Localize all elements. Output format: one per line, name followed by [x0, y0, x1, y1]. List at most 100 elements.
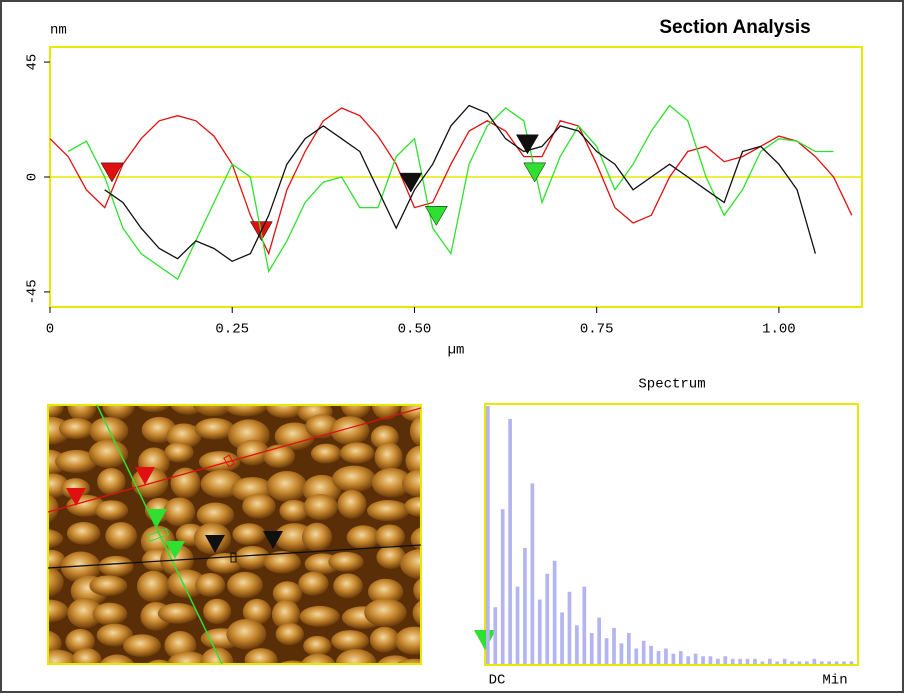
grain: [200, 647, 234, 664]
spectrum-bar: [656, 651, 661, 664]
spectrum-bar: [545, 573, 550, 664]
section-profile: [104, 104, 817, 263]
grain: [88, 439, 129, 469]
grain: [401, 469, 421, 498]
grain: [263, 550, 301, 574]
grain: [105, 522, 138, 550]
grain: [367, 578, 404, 605]
spectrum-bar: [493, 607, 498, 664]
red-section-line: [48, 407, 421, 513]
green-handle: [146, 528, 170, 542]
y-axis-label: nm: [50, 23, 67, 39]
grain: [337, 489, 367, 519]
spectrum-right-label: Min: [822, 673, 847, 689]
grain: [242, 598, 272, 625]
grain: [274, 422, 315, 451]
grain: [224, 405, 268, 417]
grain: [374, 442, 403, 472]
grain: [232, 523, 266, 546]
image-border: [47, 404, 422, 665]
grain: [164, 442, 194, 463]
grain: [346, 525, 380, 550]
grain: [67, 405, 97, 422]
grain: [298, 571, 329, 596]
grain: [335, 649, 377, 664]
afm-image: [47, 404, 422, 665]
grain: [279, 499, 309, 522]
profile-cursor: [100, 162, 124, 183]
grain: [272, 581, 303, 606]
spectrum-bar: [730, 658, 735, 664]
spectrum-bar: [775, 661, 780, 664]
grain: [303, 493, 338, 521]
red-cursor: [66, 488, 86, 506]
y-tick-label: 0: [25, 173, 41, 181]
grain: [376, 545, 406, 570]
x-tick-label: 1.00: [762, 322, 796, 338]
title: Section Analysis: [659, 17, 810, 38]
grain: [48, 493, 59, 524]
grain: [163, 497, 196, 527]
spectrum-bar: [575, 625, 579, 664]
grain: [196, 502, 235, 528]
grain: [92, 602, 128, 626]
spectrum-bar: [716, 658, 720, 664]
spectrum-bar: [849, 661, 854, 664]
spectrum-bar: [649, 645, 653, 664]
grain: [123, 634, 162, 658]
grain: [137, 405, 171, 413]
section-profile: [49, 107, 853, 256]
grain: [305, 414, 339, 439]
red-cursor: [135, 467, 155, 485]
grain: [99, 654, 135, 664]
profile-cursor: [424, 206, 448, 226]
spectrum-bar: [790, 661, 794, 664]
x-axis-label: µm: [448, 343, 465, 359]
spectrum-bar: [552, 560, 557, 664]
grain: [146, 659, 172, 664]
grain: [266, 470, 308, 502]
grain: [71, 648, 102, 664]
grain: [96, 623, 133, 647]
spectrum-title: Spectrum: [638, 377, 705, 393]
grain: [266, 405, 305, 419]
grain: [167, 651, 209, 664]
spectrum-bar: [701, 656, 705, 664]
spectrum-bar: [708, 656, 713, 664]
grain: [409, 415, 421, 447]
profile-cursor: [515, 134, 539, 155]
spectrum-bar: [738, 658, 742, 664]
black-section-line: [48, 544, 421, 569]
spectrum-bar: [604, 638, 609, 664]
spectrum-bar: [834, 661, 839, 664]
spectrum-bar: [523, 547, 527, 664]
grain: [55, 449, 98, 474]
grain: [48, 566, 64, 598]
spectrum-bar: [612, 627, 616, 664]
grain: [195, 572, 226, 597]
spectrum-bar: [745, 658, 750, 664]
x-tick-label: 0: [46, 322, 54, 338]
grain: [65, 628, 95, 655]
grains: [48, 405, 421, 664]
x-tick-label: 0.50: [398, 322, 432, 338]
grain: [60, 551, 101, 583]
grain: [48, 405, 64, 419]
spectrum-bar: [641, 640, 646, 664]
spectrum-bar: [597, 617, 602, 664]
grain: [310, 443, 342, 464]
grain: [194, 418, 235, 440]
spectrum-bar: [782, 658, 787, 664]
grain: [242, 493, 276, 519]
grain: [271, 599, 301, 630]
spectrum-frame: [484, 403, 859, 666]
grain: [136, 570, 170, 603]
grain: [48, 528, 64, 549]
green-cursor: [165, 541, 185, 559]
grain: [157, 603, 198, 624]
grain: [166, 423, 202, 449]
grain: [330, 416, 370, 446]
grain: [198, 451, 241, 473]
spectrum-bar: [805, 661, 809, 664]
grain: [226, 618, 267, 650]
